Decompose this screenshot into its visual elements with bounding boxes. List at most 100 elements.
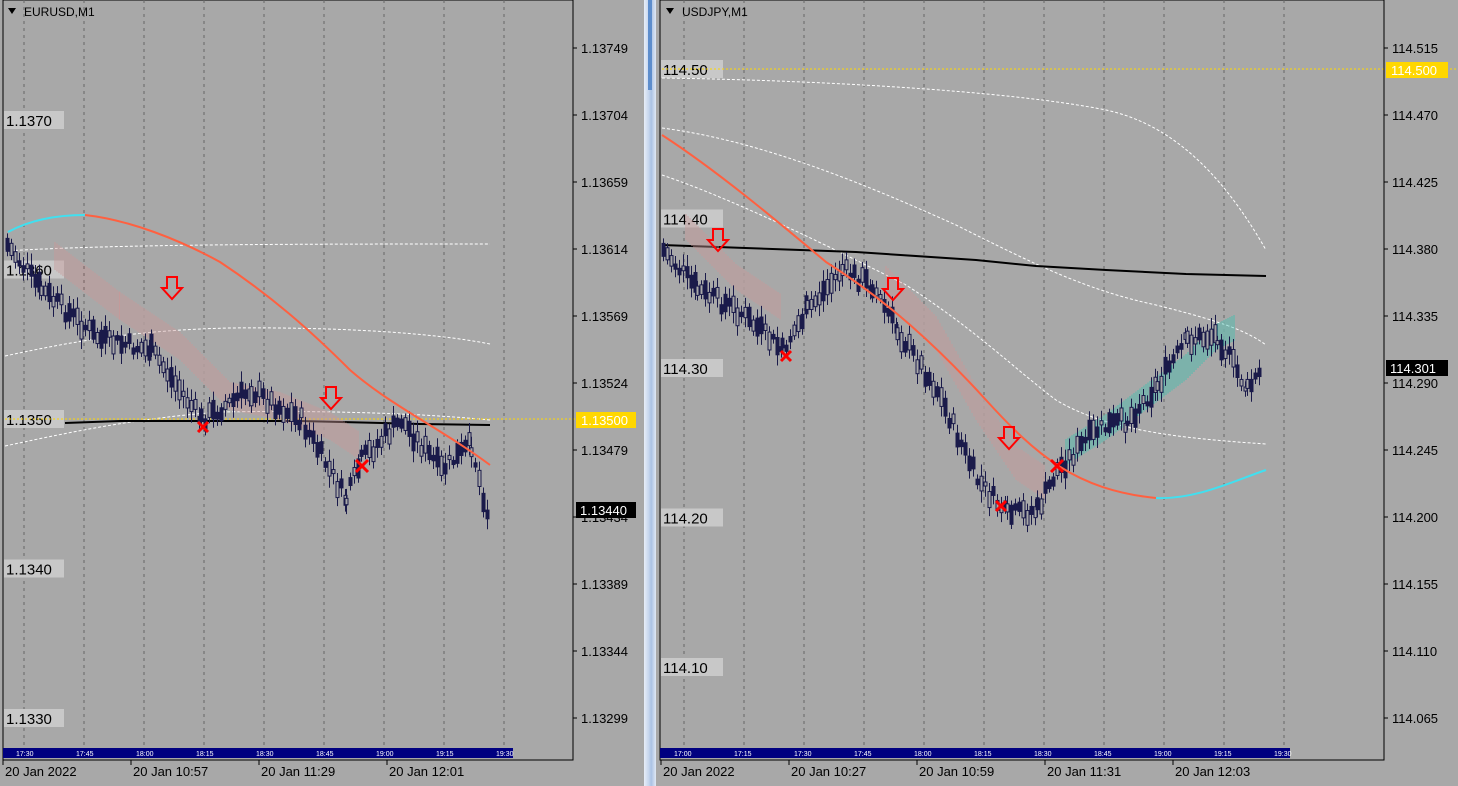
usdjpy-chart-svg[interactable]: 114.50 114.40 114.30 114.20 114.10 xyxy=(656,0,1458,786)
session-time-label: 18:30 xyxy=(1034,751,1052,758)
candle-body xyxy=(157,354,162,366)
candle-body xyxy=(181,390,186,397)
candle-body xyxy=(95,332,100,345)
price-axis[interactable]: 1.13749 1.13704 1.13659 1.13614 1.13569 1.135… xyxy=(573,41,628,726)
price-tick-label: 1.13479 xyxy=(581,443,628,458)
eurusd-chart-window[interactable]: 1.1370 1.1360 1.1350 1.1340 1.1330 17:30 17 xyxy=(0,0,644,786)
candle-body xyxy=(1193,337,1198,345)
dropdown-triangle-icon[interactable] xyxy=(8,8,16,14)
candle-body xyxy=(1171,354,1176,364)
lower-band xyxy=(661,174,1267,445)
level-label-box xyxy=(661,508,723,527)
session-time-label: 17:00 xyxy=(674,751,692,758)
candle-body xyxy=(473,462,478,468)
candle-body xyxy=(1067,449,1072,461)
exit-cross-icon[interactable] xyxy=(196,420,210,434)
candle-body xyxy=(127,333,132,344)
time-axis[interactable]: 20 Jan 2022 20 Jan 10:27 20 Jan 10:59 20 Ja… xyxy=(660,760,1250,779)
candle-body xyxy=(1119,407,1124,422)
candle-body xyxy=(1051,476,1056,487)
candle-body xyxy=(707,291,712,304)
dropdown-triangle-icon[interactable] xyxy=(666,8,674,14)
candle-body xyxy=(59,293,64,306)
candle-body xyxy=(139,341,144,354)
candle-body xyxy=(800,313,805,330)
plot-area[interactable] xyxy=(659,0,1385,761)
candle-body xyxy=(189,399,194,413)
candle-body xyxy=(5,237,10,252)
usdjpy-chart-window[interactable]: 114.50 114.40 114.30 114.20 114.10 xyxy=(656,0,1458,786)
price-axis[interactable]: 114.515 114.470 114.425 114.380 114.335 114.2… xyxy=(1384,41,1438,726)
candle-body xyxy=(395,417,400,428)
plot-area[interactable] xyxy=(2,0,574,761)
candle-body xyxy=(455,442,460,464)
candle-body xyxy=(1043,481,1048,494)
candle-body xyxy=(207,402,212,418)
price-tick-label: 1.13704 xyxy=(581,108,628,123)
candle-body xyxy=(399,418,404,429)
candle-body xyxy=(1155,381,1160,391)
candle-body xyxy=(87,319,92,332)
candle-body xyxy=(149,333,154,353)
candle-body xyxy=(991,485,996,496)
candle-body xyxy=(391,415,396,428)
candle-body xyxy=(1227,346,1232,355)
candle-body xyxy=(1215,340,1220,346)
candle-body xyxy=(1179,343,1184,350)
level-label: 1.1350 xyxy=(6,412,52,429)
session-time-label: 18:15 xyxy=(974,751,992,758)
session-time-label: 19:00 xyxy=(1154,751,1172,758)
exit-cross-icon[interactable] xyxy=(1049,458,1065,474)
candle-body xyxy=(67,303,72,322)
candle-body xyxy=(403,417,408,431)
down-arrow-icon[interactable] xyxy=(318,386,344,411)
candle-body xyxy=(923,372,928,387)
candle-body xyxy=(235,392,240,402)
exit-cross-icon[interactable] xyxy=(354,458,370,474)
candle-body xyxy=(711,287,716,297)
candle-body xyxy=(673,263,678,270)
exit-cross-icon[interactable] xyxy=(779,349,793,363)
candle-body xyxy=(677,267,682,276)
candle-body xyxy=(297,419,302,431)
candle-body xyxy=(227,397,232,404)
candle-body xyxy=(415,431,420,443)
candle-body xyxy=(303,424,308,440)
candle-body xyxy=(665,247,670,261)
candle-body xyxy=(780,337,785,349)
candle-body xyxy=(359,449,364,457)
price-tick-label: 114.335 xyxy=(1392,309,1438,324)
down-arrow-icon[interactable] xyxy=(996,426,1022,451)
lower-band xyxy=(4,410,491,447)
candle-body xyxy=(1017,501,1022,512)
session-time-label: 17:15 xyxy=(734,751,752,758)
candle-body xyxy=(864,269,869,289)
candle-body xyxy=(661,242,666,257)
candle-body xyxy=(1083,436,1088,444)
exit-cross-icon[interactable] xyxy=(994,499,1008,513)
candle-body xyxy=(459,441,464,456)
candle-body xyxy=(715,286,720,299)
time-axis[interactable]: 20 Jan 2022 20 Jan 10:57 20 Jan 11:29 20 Ja… xyxy=(2,760,464,779)
candle-body xyxy=(1219,339,1224,361)
window-splitter[interactable] xyxy=(644,0,656,786)
candle-body xyxy=(805,300,810,310)
candle-body xyxy=(319,441,324,454)
candle-body xyxy=(344,497,349,506)
candle-body xyxy=(903,341,908,353)
candle-body xyxy=(47,282,52,303)
session-time-label: 17:30 xyxy=(794,751,812,758)
candle-body xyxy=(1145,401,1150,407)
candle-body xyxy=(165,368,170,382)
candle-body xyxy=(967,455,972,472)
down-arrow-icon[interactable] xyxy=(705,228,731,253)
down-arrow-icon[interactable] xyxy=(159,276,185,301)
candle-body xyxy=(886,307,891,317)
down-arrow-icon[interactable] xyxy=(880,277,906,302)
candle-body xyxy=(123,341,128,348)
candle-body xyxy=(339,478,344,489)
candle-body xyxy=(878,293,883,300)
candle-body xyxy=(323,461,328,468)
candle-body xyxy=(327,460,332,477)
